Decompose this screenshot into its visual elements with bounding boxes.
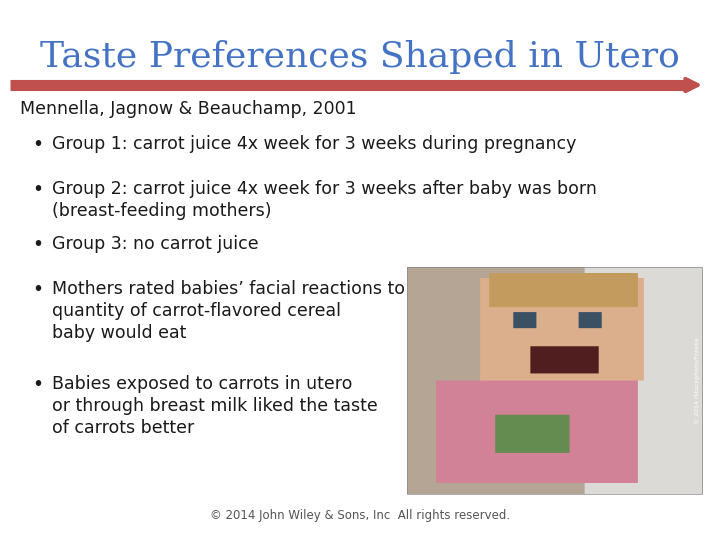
Text: •: • (32, 235, 44, 254)
Text: Group 2: carrot juice 4x week for 3 weeks after baby was born
(breast-feeding mo: Group 2: carrot juice 4x week for 3 week… (52, 180, 597, 220)
Text: •: • (32, 280, 44, 299)
Text: Babies exposed to carrots in utero
or through breast milk liked the taste
of car: Babies exposed to carrots in utero or th… (52, 375, 378, 437)
Text: •: • (32, 375, 44, 394)
Text: © 2014 John Wiley & Sons, Inc  All rights reserved.: © 2014 John Wiley & Sons, Inc All rights… (210, 509, 510, 522)
Text: Mennella, Jagnow & Beauchamp, 2001: Mennella, Jagnow & Beauchamp, 2001 (20, 100, 356, 118)
Text: Group 3: no carrot juice: Group 3: no carrot juice (52, 235, 258, 253)
Text: •: • (32, 180, 44, 199)
Text: •: • (32, 135, 44, 154)
Text: Taste Preferences Shaped in Utero: Taste Preferences Shaped in Utero (40, 40, 680, 74)
Text: © 2014 iStockphoto/Fotolia: © 2014 iStockphoto/Fotolia (694, 338, 700, 424)
Bar (407, 267, 702, 494)
Text: Mothers rated babies’ facial reactions to different foods and
quantity of carrot: Mothers rated babies’ facial reactions t… (52, 280, 577, 342)
Text: Group 1: carrot juice 4x week for 3 weeks during pregnancy: Group 1: carrot juice 4x week for 3 week… (52, 135, 577, 153)
